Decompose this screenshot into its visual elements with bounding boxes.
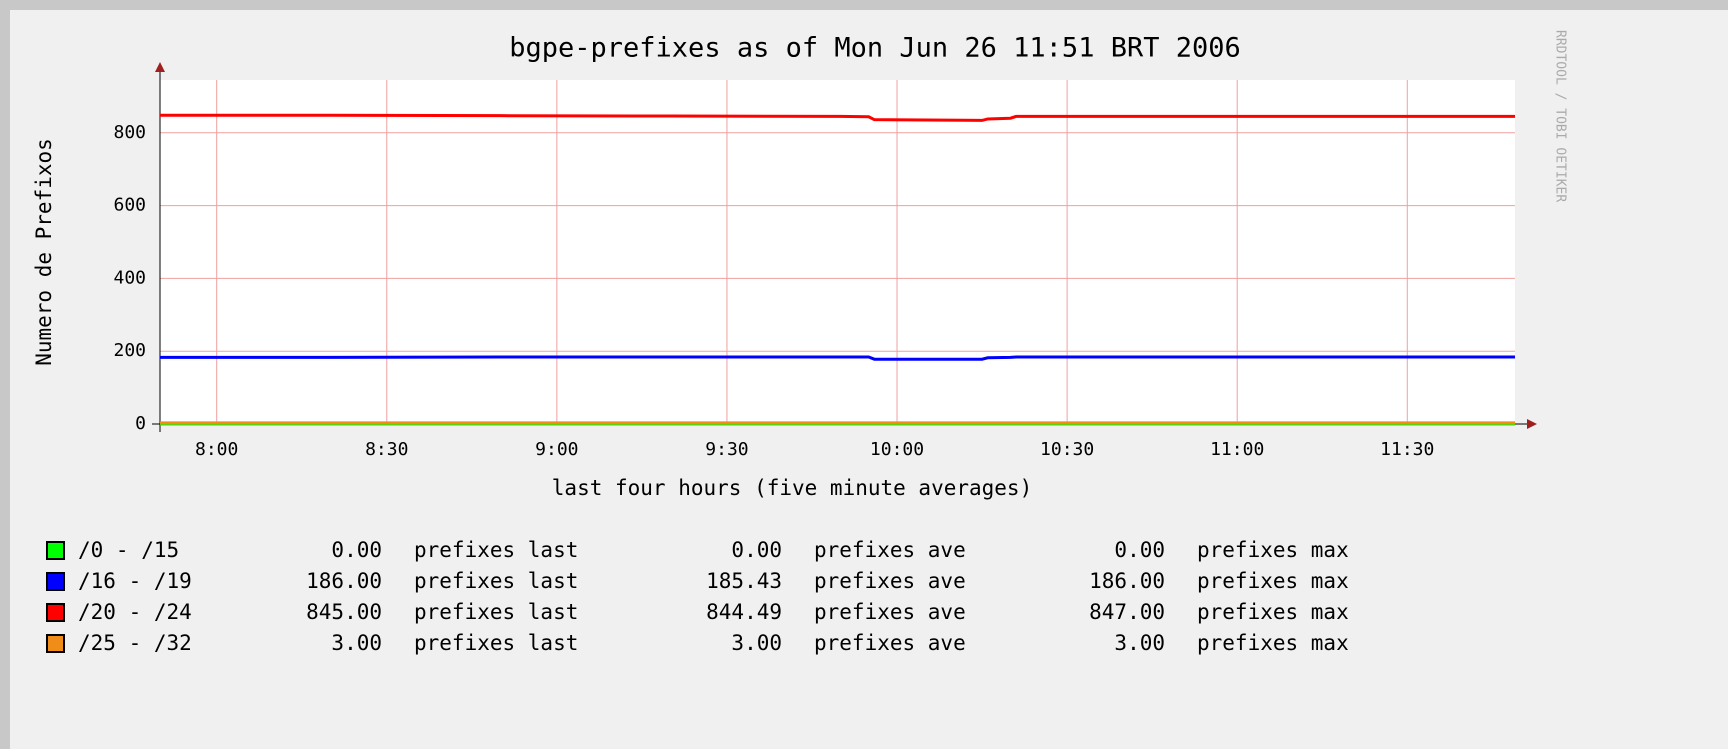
legend-stat: 3.00: [1114, 631, 1165, 655]
plot-area: [160, 80, 1515, 424]
watermark: RRDTOOL / TOBI OETIKER: [1553, 30, 1568, 202]
series-line: [160, 355, 1515, 361]
x-tick-label: 9:30: [705, 439, 748, 460]
legend-stat: 185.43: [706, 569, 782, 593]
legend-stat: 0.00: [1114, 538, 1165, 562]
legend-stat: 186.00: [306, 569, 382, 593]
y-tick-label: 0: [135, 413, 146, 434]
legend-stat: 186.00: [1089, 569, 1165, 593]
series-line: [160, 113, 1515, 122]
legend-stat-label: prefixes max: [1197, 631, 1349, 655]
legend-stat-label: prefixes last: [414, 569, 578, 593]
legend-stat-label: prefixes ave: [814, 600, 966, 624]
legend-label: /20 - /24: [78, 600, 192, 624]
legend-stat-label: prefixes ave: [814, 569, 966, 593]
legend-stat-label: prefixes last: [414, 631, 578, 655]
x-tick-label: 8:00: [195, 439, 238, 460]
legend-swatch: [46, 603, 65, 622]
legend-stat-label: prefixes ave: [814, 538, 966, 562]
legend-stat-label: prefixes max: [1197, 538, 1349, 562]
legend-label: /0 - /15: [78, 538, 179, 562]
legend-stat: 844.49: [706, 600, 782, 624]
legend-stat: 3.00: [331, 631, 382, 655]
legend-stat: 845.00: [306, 600, 382, 624]
legend-swatch: [46, 634, 65, 653]
x-tick-label: 10:30: [1040, 439, 1094, 460]
legend-stat: 0.00: [731, 538, 782, 562]
x-axis-arrow: [1527, 419, 1537, 429]
legend-stat: 3.00: [731, 631, 782, 655]
y-tick-label: 600: [113, 195, 146, 216]
y-tick-label: 800: [113, 122, 146, 143]
x-axis-label: last four hours (five minute averages): [552, 476, 1032, 500]
legend-stat-label: prefixes last: [414, 538, 578, 562]
chart-title: bgpe-prefixes as of Mon Jun 26 11:51 BRT…: [509, 33, 1241, 64]
legend-stat-label: prefixes max: [1197, 569, 1349, 593]
y-tick-label: 400: [113, 267, 146, 288]
legend-stat-label: prefixes ave: [814, 631, 966, 655]
legend-swatch: [46, 572, 65, 591]
y-axis-arrow: [155, 62, 165, 72]
x-tick-label: 9:00: [535, 439, 578, 460]
legend-stat: 0.00: [331, 538, 382, 562]
legend-stat-label: prefixes max: [1197, 600, 1349, 624]
legend-stat-label: prefixes last: [414, 600, 578, 624]
legend-label: /25 - /32: [78, 631, 192, 655]
legend-stat: 847.00: [1089, 600, 1165, 624]
x-tick-label: 11:00: [1210, 439, 1264, 460]
x-tick-label: 11:30: [1380, 439, 1434, 460]
legend-swatch: [46, 541, 65, 560]
y-axis-label: Numero de Prefixos: [32, 138, 56, 366]
legend-label: /16 - /19: [78, 569, 192, 593]
y-tick-label: 200: [113, 340, 146, 361]
x-tick-label: 8:30: [365, 439, 408, 460]
x-tick-label: 10:00: [870, 439, 924, 460]
